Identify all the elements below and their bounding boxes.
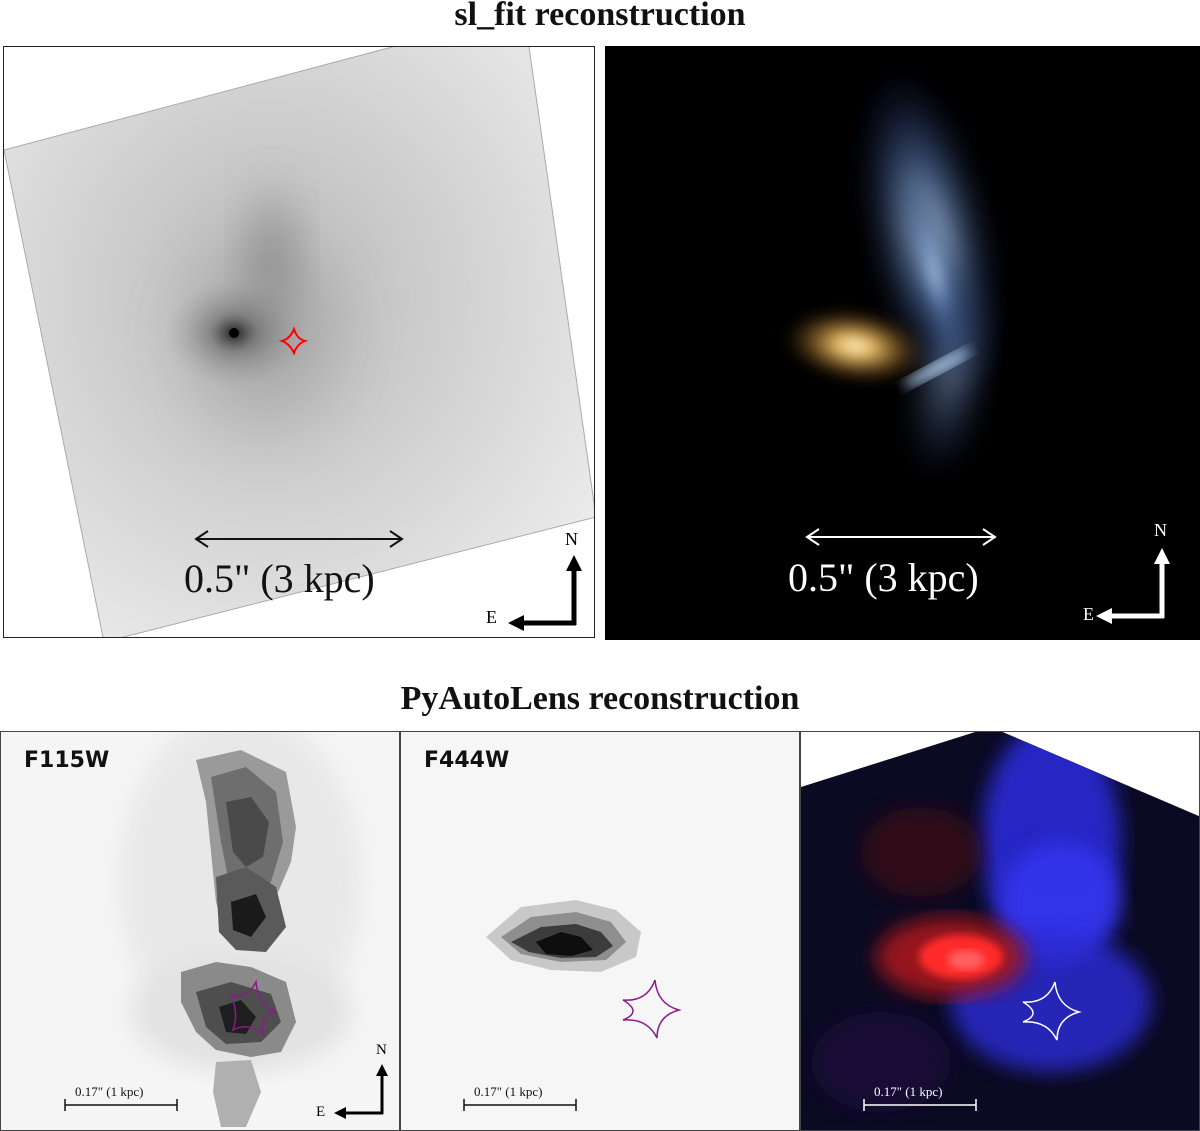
scale-label-composite: 0.17" (1 kpc) [874,1084,943,1099]
f115w-panel: F115W 0.17" (1 kpc) N E [0,731,400,1131]
east-label-top-right: E [1083,604,1094,624]
sl-fit-color-image [780,64,1000,485]
scale-label-f115w: 0.17" (1 kpc) [75,1084,144,1099]
band-label-f115w: F115W [24,748,110,773]
scale-label-top-left: 0.5" (3 kpc) [184,556,375,601]
bottom-section-title: PyAutoLens reconstruction [400,680,800,717]
east-label-top-left: E [486,607,497,627]
caustic-curve-f115w [229,979,279,1036]
caustic-curve-composite [1022,981,1082,1041]
north-label-bottom: N [376,1042,387,1058]
band-label-f444w: F444W [424,748,510,773]
color-composite-panel: 0.17" (1 kpc) [800,731,1200,1131]
caustic-curve-red [278,325,309,356]
caustic-curve-f444w [622,979,682,1039]
north-label-top-left: N [565,529,578,549]
color-composite-image [801,732,1199,1130]
scale-label-top-right: 0.5" (3 kpc) [788,555,979,600]
north-label-top-right: N [1154,520,1167,540]
east-label-bottom: E [316,1104,326,1120]
sl-fit-color-panel: 0.5" (3 kpc) N E [605,46,1200,640]
scale-label-f444w: 0.17" (1 kpc) [474,1084,543,1099]
lens-center [229,328,239,338]
f444w-source-image [401,732,799,1130]
f444w-panel: F444W 0.17" (1 kpc) [400,731,800,1131]
sl-fit-grayscale-panel: 0.5" (3 kpc) N E [3,46,595,638]
f115w-source-image [1,732,399,1130]
top-section-title: sl_fit reconstruction [454,0,746,33]
sl-fit-grayscale-image [4,47,594,637]
